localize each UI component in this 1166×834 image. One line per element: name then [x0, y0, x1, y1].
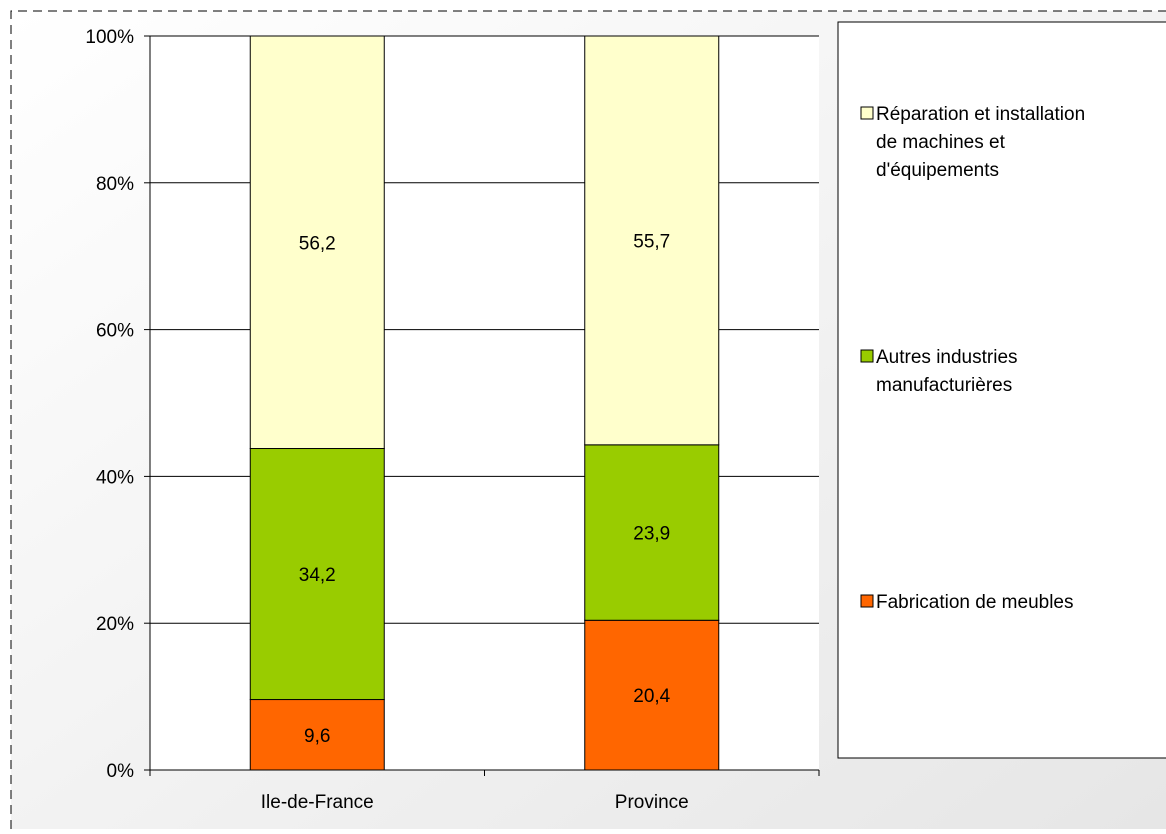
- bar-segment: [584, 444, 720, 621]
- axes: 0% 20% 40% 60% 80% 100% Ile-de-France Province: [85, 27, 820, 813]
- y-tick-label: 100%: [85, 27, 134, 48]
- y-tick-label: 40%: [96, 467, 134, 488]
- legend-swatch: [860, 349, 874, 363]
- bar-segment: [584, 619, 720, 771]
- legend-label: d'équipements: [876, 160, 999, 181]
- y-tick-label: 60%: [96, 321, 134, 342]
- legend-label: Autres industries: [876, 347, 1018, 368]
- data-label: 9,6: [304, 726, 330, 747]
- data-label: 20,4: [633, 686, 670, 707]
- data-label: 55,7: [633, 231, 670, 252]
- x-category-label: Province: [615, 792, 689, 813]
- data-label: 34,2: [299, 565, 336, 586]
- data-label: 56,2: [299, 233, 336, 254]
- legend: Réparation et installation de machines et…: [837, 21, 1166, 759]
- y-tick-label: 80%: [96, 174, 134, 195]
- legend-label: Réparation et installation: [876, 104, 1085, 125]
- legend-box: [837, 21, 1166, 759]
- y-tick-label: 20%: [96, 614, 134, 635]
- bars: 9,6 34,2 56,2 20,4 23,9 55,7: [249, 35, 720, 771]
- bar-segment: [249, 35, 385, 450]
- legend-label: de machines et: [876, 132, 1006, 153]
- legend-swatch: [860, 106, 874, 120]
- bar-segment: [584, 35, 720, 446]
- data-label: 23,9: [633, 524, 670, 545]
- y-tick-label: 0%: [107, 761, 135, 782]
- x-category-label: Ile-de-France: [261, 792, 374, 813]
- legend-label: Fabrication de meubles: [876, 592, 1074, 613]
- legend-label: manufacturières: [876, 375, 1012, 396]
- bar-segment: [249, 448, 385, 701]
- legend-swatch: [860, 594, 874, 608]
- chart-border: [10, 10, 1166, 829]
- bar-segment: [249, 699, 385, 771]
